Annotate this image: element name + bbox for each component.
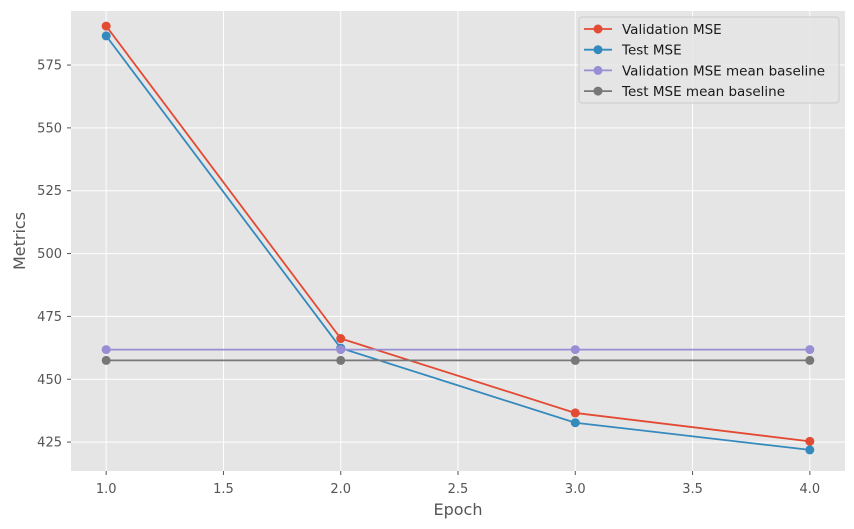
x-tick-label: 2.5	[448, 482, 469, 497]
data-point	[101, 355, 111, 365]
data-point	[805, 355, 815, 365]
series-test-mse-mean-baseline	[101, 355, 815, 365]
y-tick-label: 575	[37, 59, 62, 74]
series-line	[105, 25, 810, 443]
data-point	[336, 334, 346, 344]
data-point	[101, 345, 111, 355]
y-tick-label: 475	[37, 310, 62, 325]
legend-label: Validation MSE mean baseline	[622, 63, 825, 79]
x-tick-label: 1.0	[96, 482, 117, 497]
x-tick-label: 1.5	[213, 482, 234, 497]
data-point	[101, 21, 111, 31]
data-point	[570, 418, 580, 428]
legend-item: Test MSE	[584, 43, 682, 59]
series-validation-mse	[101, 21, 815, 446]
x-axis-label: Epoch	[434, 500, 483, 519]
x-tick-label: 3.0	[565, 482, 586, 497]
y-tick-label: 500	[37, 247, 62, 262]
x-tick-label: 3.5	[682, 482, 703, 497]
data-point	[570, 345, 580, 355]
data-point	[336, 355, 346, 365]
data-point	[336, 345, 346, 355]
data-point	[805, 436, 815, 446]
legend-box	[578, 16, 840, 104]
x-axis-ticks: 1.0 1.5 2.0 2.5 3.0 3.5 4.0	[96, 471, 820, 497]
y-axis-label: Metrics	[10, 212, 29, 270]
series-test-mse	[101, 31, 815, 455]
x-tick-label: 4.0	[799, 482, 820, 497]
data-point	[101, 31, 111, 41]
data-point	[570, 355, 580, 365]
legend-item: Validation MSE	[584, 22, 722, 38]
y-tick-label: 450	[37, 373, 62, 388]
grid	[71, 11, 845, 471]
legend-label: Validation MSE	[622, 22, 722, 38]
legend-marker	[593, 45, 603, 55]
series-group	[101, 21, 815, 455]
legend: Validation MSE Test MSE Validation MSE mea…	[578, 16, 840, 104]
legend-marker	[593, 24, 603, 34]
y-axis-ticks: 425 450 475 500 525 550 575	[37, 59, 71, 451]
legend-marker	[593, 65, 603, 75]
y-tick-label: 550	[37, 121, 62, 136]
legend-item: Validation MSE mean baseline	[584, 63, 825, 79]
y-tick-label: 425	[37, 436, 62, 451]
data-point	[805, 345, 815, 355]
legend-item: Test MSE mean baseline	[584, 84, 785, 100]
series-validation-mse-mean-baseline	[101, 345, 815, 355]
legend-label: Test MSE	[621, 43, 682, 59]
legend-label: Test MSE mean baseline	[621, 84, 785, 100]
series-line	[105, 35, 810, 451]
x-tick-label: 2.0	[330, 482, 351, 497]
data-point	[805, 445, 815, 455]
data-point	[570, 408, 580, 418]
legend-marker	[593, 86, 603, 96]
y-tick-label: 525	[37, 184, 62, 199]
